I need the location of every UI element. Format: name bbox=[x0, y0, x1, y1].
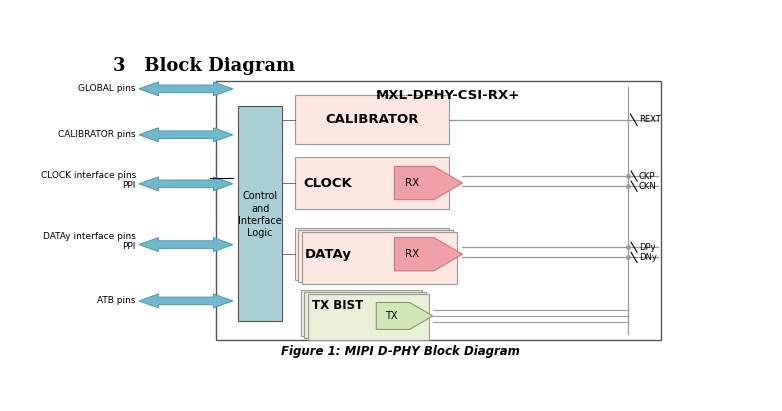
Polygon shape bbox=[394, 238, 462, 271]
Bar bbox=[304, 292, 425, 337]
Text: DATAy: DATAy bbox=[305, 248, 351, 261]
Polygon shape bbox=[139, 238, 233, 252]
Polygon shape bbox=[376, 302, 432, 329]
Text: CLOCK: CLOCK bbox=[303, 177, 353, 189]
Polygon shape bbox=[139, 128, 233, 142]
Text: ATB pins: ATB pins bbox=[98, 296, 136, 305]
Text: CKP: CKP bbox=[639, 171, 655, 180]
Polygon shape bbox=[139, 294, 233, 308]
Bar bbox=[239, 106, 282, 321]
Text: DNy: DNy bbox=[639, 253, 657, 262]
Text: CLOCK interface pins: CLOCK interface pins bbox=[41, 171, 136, 180]
Bar bbox=[295, 95, 450, 144]
Text: MXL-DPHY-CSI-RX+: MXL-DPHY-CSI-RX+ bbox=[375, 89, 520, 102]
Text: CALIBRATOR pins: CALIBRATOR pins bbox=[59, 130, 136, 139]
Text: Interface: Interface bbox=[239, 215, 282, 226]
Text: PPI: PPI bbox=[123, 181, 136, 190]
Text: and: and bbox=[251, 203, 269, 213]
Bar bbox=[301, 290, 422, 336]
Bar bbox=[308, 293, 429, 339]
Bar bbox=[216, 81, 662, 340]
Text: TX: TX bbox=[385, 311, 397, 321]
Text: CALIBRATOR: CALIBRATOR bbox=[325, 113, 418, 126]
Bar bbox=[295, 157, 450, 209]
Text: PPI: PPI bbox=[123, 242, 136, 251]
Text: TX BIST: TX BIST bbox=[311, 299, 363, 312]
Text: DPy: DPy bbox=[639, 243, 655, 252]
Bar bbox=[295, 228, 450, 280]
Text: REXT: REXT bbox=[639, 115, 661, 124]
Text: Control: Control bbox=[242, 192, 278, 201]
Text: RX: RX bbox=[405, 178, 419, 188]
Bar bbox=[302, 232, 457, 284]
Polygon shape bbox=[139, 177, 233, 191]
Text: Figure 1: MIPI D-PHY Block Diagram: Figure 1: MIPI D-PHY Block Diagram bbox=[282, 345, 520, 358]
Polygon shape bbox=[139, 82, 233, 96]
Text: CKN: CKN bbox=[639, 182, 657, 191]
Text: Logic: Logic bbox=[247, 228, 273, 238]
Bar bbox=[299, 230, 453, 282]
Text: 3   Block Diagram: 3 Block Diagram bbox=[113, 57, 295, 75]
Text: RX: RX bbox=[405, 249, 419, 259]
Text: GLOBAL pins: GLOBAL pins bbox=[78, 84, 136, 93]
Text: DATAy interface pins: DATAy interface pins bbox=[43, 232, 136, 241]
Polygon shape bbox=[394, 166, 462, 200]
